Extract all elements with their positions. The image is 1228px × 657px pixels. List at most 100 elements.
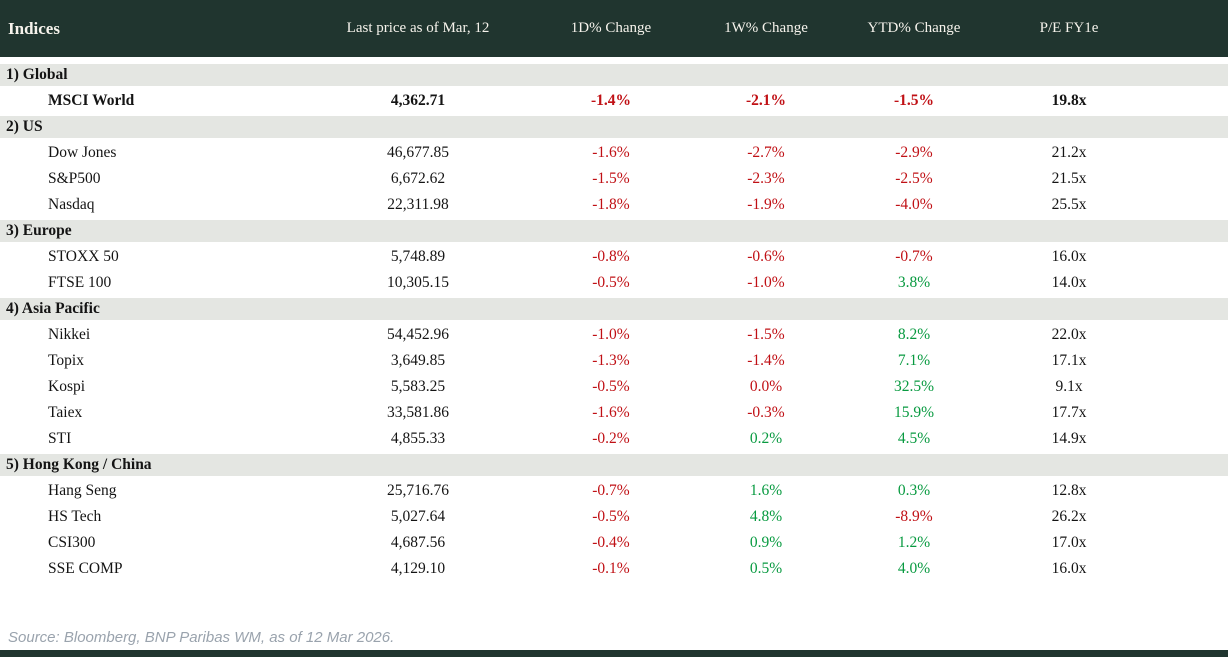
change-1d: -1.4%	[590, 92, 632, 109]
change-1d: -0.5%	[592, 508, 630, 525]
change-ytd: -4.0%	[895, 196, 933, 213]
index-name: FTSE 100	[48, 274, 112, 291]
table-row: Kospi 5,583.25 -0.5% 0.0% 32.5% 9.1x	[0, 374, 1228, 400]
pe-value: 17.0x	[1051, 534, 1087, 551]
change-1d: -1.0%	[592, 326, 630, 343]
table-body: 1) Global MSCI World 4,362.71 -1.4% -2.1% -1.…	[0, 62, 1228, 582]
pe-value: 16.0x	[1051, 560, 1087, 577]
change-ytd: -2.5%	[895, 170, 933, 187]
change-1d: -1.8%	[592, 196, 630, 213]
last-price: 4,129.10	[390, 560, 446, 577]
change-1w: -1.0%	[747, 274, 785, 291]
change-1d: -1.6%	[592, 404, 630, 421]
last-price: 5,748.89	[390, 248, 446, 265]
change-ytd: -8.9%	[895, 508, 933, 525]
change-1d: -0.1%	[592, 560, 630, 577]
change-1d: -0.5%	[592, 274, 630, 291]
index-name: HS Tech	[48, 508, 102, 525]
last-price: 5,027.64	[390, 508, 446, 525]
change-ytd: 8.2%	[897, 326, 931, 343]
section-label: 3) Europe	[6, 222, 72, 239]
change-1d: -0.4%	[592, 534, 630, 551]
change-1d: -1.3%	[592, 352, 630, 369]
column-header-ytd-change: YTD% Change	[867, 20, 961, 36]
section-row: 1) Global	[0, 62, 1228, 88]
section-label: 2) US	[6, 118, 43, 135]
change-1w: 0.0%	[749, 378, 783, 395]
section-row: 5) Hong Kong / China	[0, 452, 1228, 478]
index-name: Taiex	[48, 404, 83, 421]
column-header-indices: Indices	[8, 18, 60, 38]
change-ytd: 3.8%	[897, 274, 931, 291]
bottom-accent-bar	[0, 650, 1228, 657]
change-1d: -1.6%	[592, 144, 630, 161]
table-row: Nasdaq 22,311.98 -1.8% -1.9% -4.0% 25.5x	[0, 192, 1228, 218]
change-ytd: 32.5%	[893, 378, 935, 395]
change-ytd: -2.9%	[895, 144, 933, 161]
index-name: STI	[48, 430, 72, 447]
table-row: Taiex 33,581.86 -1.6% -0.3% 15.9% 17.7x	[0, 400, 1228, 426]
change-ytd: 0.3%	[897, 482, 931, 499]
table-row: STOXX 50 5,748.89 -0.8% -0.6% -0.7% 16.0x	[0, 244, 1228, 270]
last-price: 25,716.76	[387, 482, 449, 499]
section-label: 1) Global	[6, 66, 68, 83]
section-label: 4) Asia Pacific	[6, 300, 100, 317]
section-label: 5) Hong Kong / China	[6, 456, 152, 473]
table-row: Topix 3,649.85 -1.3% -1.4% 7.1% 17.1x	[0, 348, 1228, 374]
index-name: Topix	[48, 352, 84, 369]
change-1d: -0.2%	[592, 430, 630, 447]
pe-value: 19.8x	[1051, 92, 1087, 109]
last-price: 10,305.15	[387, 274, 449, 291]
pe-value: 14.0x	[1051, 274, 1087, 291]
column-header-1w-change: 1W% Change	[724, 20, 808, 36]
pe-value: 22.0x	[1051, 326, 1087, 343]
table-row: HS Tech 5,027.64 -0.5% 4.8% -8.9% 26.2x	[0, 504, 1228, 530]
section-row: 2) US	[0, 114, 1228, 140]
change-1w: -1.4%	[747, 352, 785, 369]
pe-value: 17.7x	[1051, 404, 1087, 421]
last-price: 54,452.96	[387, 326, 449, 343]
index-name: STOXX 50	[48, 248, 119, 265]
change-ytd: 4.0%	[897, 560, 931, 577]
change-ytd: 15.9%	[893, 404, 935, 421]
change-1w: 0.5%	[749, 560, 783, 577]
table-row: Hang Seng 25,716.76 -0.7% 1.6% 0.3% 12.8x	[0, 478, 1228, 504]
change-1w: -2.3%	[747, 170, 785, 187]
pe-value: 25.5x	[1051, 196, 1087, 213]
change-1w: -0.6%	[747, 248, 785, 265]
change-1w: -2.7%	[747, 144, 785, 161]
last-price: 4,687.56	[390, 534, 446, 551]
table-row: FTSE 100 10,305.15 -0.5% -1.0% 3.8% 14.0x	[0, 270, 1228, 296]
last-price: 22,311.98	[387, 196, 449, 213]
pe-value: 21.5x	[1051, 170, 1087, 187]
change-1w: 0.2%	[749, 430, 783, 447]
change-ytd: -1.5%	[893, 92, 935, 109]
last-price: 6,672.62	[390, 170, 446, 187]
column-header-last-price: Last price as of Mar, 12	[346, 20, 490, 36]
change-1w: -1.9%	[747, 196, 785, 213]
table-row: S&P500 6,672.62 -1.5% -2.3% -2.5% 21.5x	[0, 166, 1228, 192]
table-header-row: Indices Last price as of Mar, 12 1D% Cha…	[0, 0, 1228, 57]
index-name: Nasdaq	[48, 196, 95, 213]
change-ytd: -0.7%	[895, 248, 933, 265]
last-price: 3,649.85	[390, 352, 446, 369]
last-price: 33,581.86	[387, 404, 449, 421]
index-name: S&P500	[48, 170, 101, 187]
change-1w: 4.8%	[749, 508, 783, 525]
change-1d: -0.8%	[592, 248, 630, 265]
pe-value: 26.2x	[1051, 508, 1087, 525]
table-row: Dow Jones 46,677.85 -1.6% -2.7% -2.9% 21.2x	[0, 140, 1228, 166]
index-name: MSCI World	[48, 92, 135, 109]
index-name: SSE COMP	[48, 560, 123, 577]
index-name: Nikkei	[48, 326, 91, 343]
last-price: 4,362.71	[390, 92, 446, 109]
table-row: CSI300 4,687.56 -0.4% 0.9% 1.2% 17.0x	[0, 530, 1228, 556]
column-header-1d-change: 1D% Change	[570, 20, 652, 36]
source-note: Source: Bloomberg, BNP Paribas WM, as of…	[8, 629, 395, 646]
table-row: Nikkei 54,452.96 -1.0% -1.5% 8.2% 22.0x	[0, 322, 1228, 348]
index-name: CSI300	[48, 534, 96, 551]
change-ytd: 1.2%	[897, 534, 931, 551]
table-row: MSCI World 4,362.71 -1.4% -2.1% -1.5% 19.8x	[0, 88, 1228, 114]
change-1w: -2.1%	[745, 92, 787, 109]
last-price: 4,855.33	[390, 430, 446, 447]
